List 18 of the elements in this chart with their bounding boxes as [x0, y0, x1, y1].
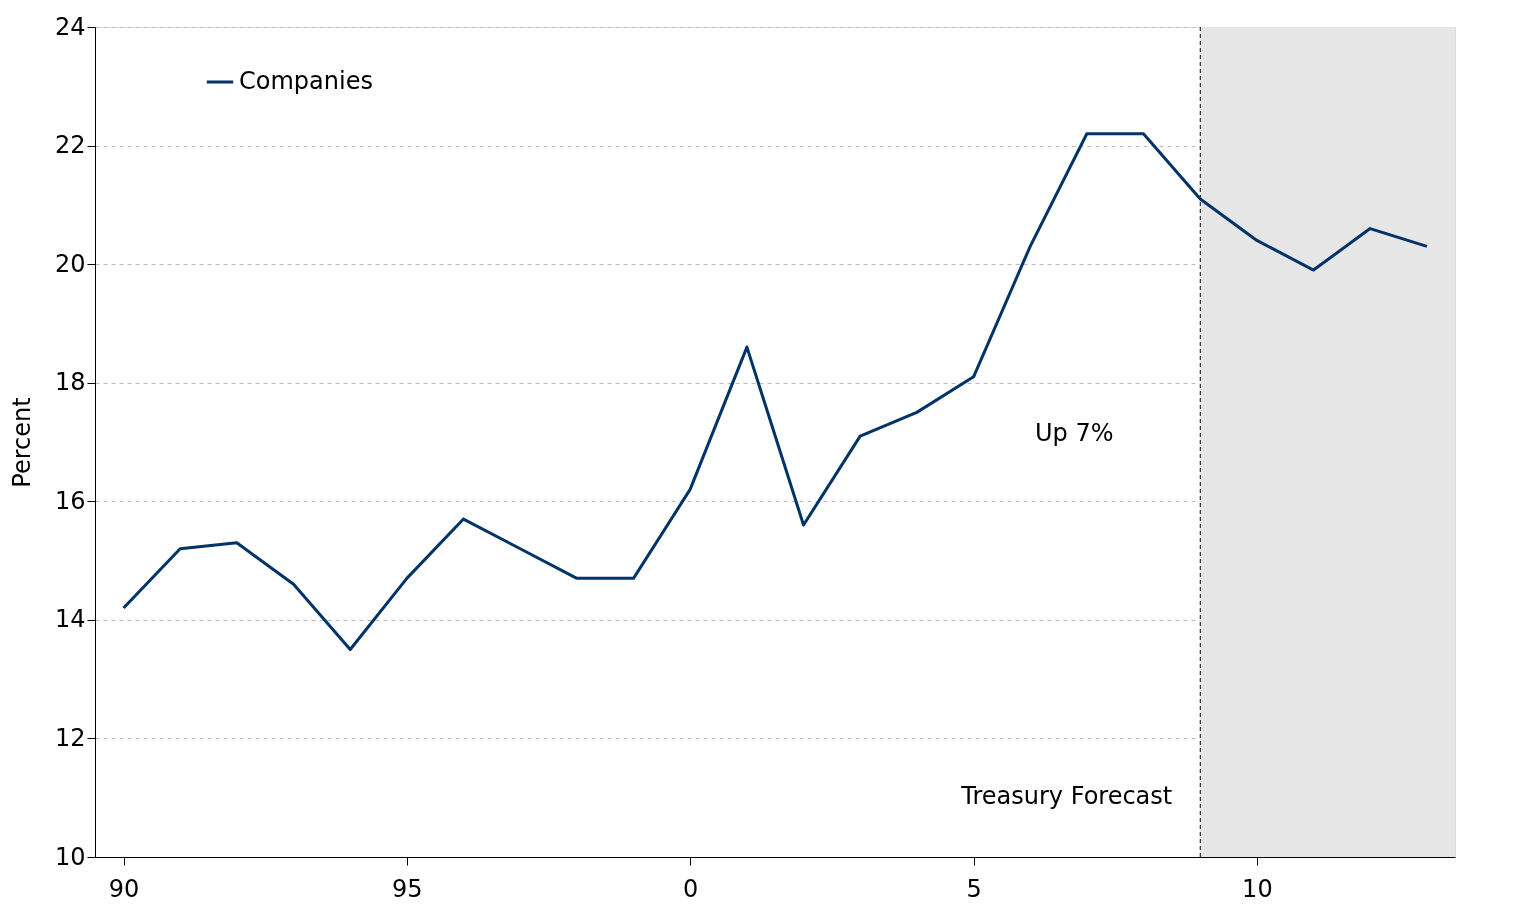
x-tick-label: 0 — [683, 874, 699, 903]
y-tick-label: 18 — [54, 368, 86, 397]
line-series — [122, 132, 1429, 651]
y-tick-label: 20 — [54, 249, 86, 278]
y-tick-label: 24 — [54, 12, 86, 41]
y-axis-title: Percent — [7, 397, 36, 488]
legend-label: Companies — [239, 67, 373, 95]
y-tick-label: 12 — [54, 723, 86, 752]
band-label: Treasury Forecast — [960, 782, 1173, 810]
x-tick-label: 90 — [108, 874, 140, 903]
y-tick-label: 14 — [54, 605, 86, 634]
x-tick-label: 10 — [1242, 874, 1273, 903]
x-tick-label: 95 — [392, 874, 423, 903]
x-tick-label: 5 — [966, 874, 982, 903]
y-tick-label: 10 — [54, 842, 86, 871]
y-tick-label: 16 — [54, 486, 86, 515]
annotation: Up 7% — [1034, 418, 1114, 447]
y-tick-label: 22 — [54, 131, 86, 160]
